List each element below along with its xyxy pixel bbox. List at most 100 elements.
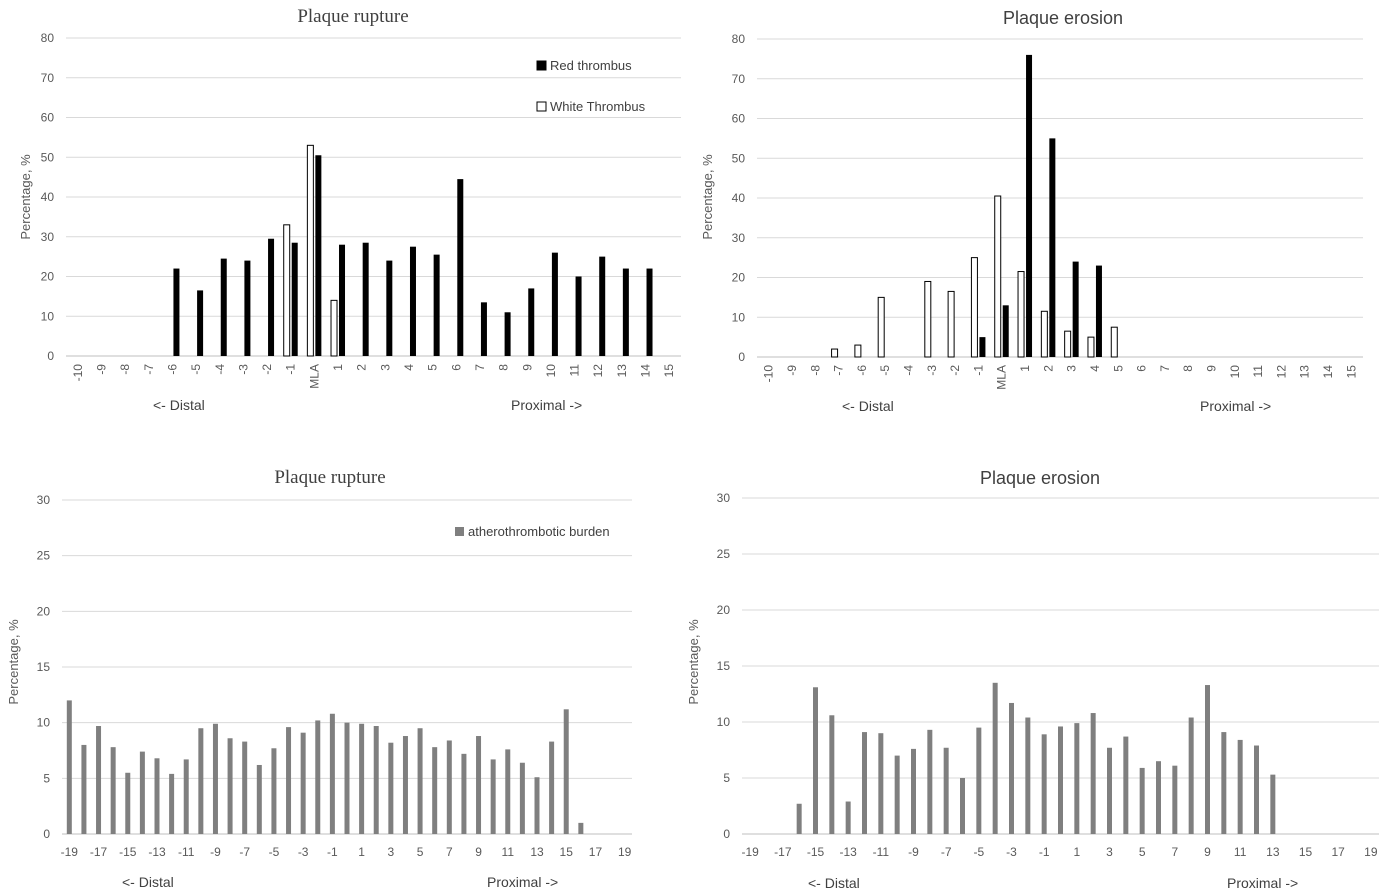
x-tick-label: 2 xyxy=(1041,365,1055,372)
bar xyxy=(563,709,569,834)
y-tick-label: 30 xyxy=(41,230,55,244)
x-tick-label: -9 xyxy=(908,845,919,859)
y-tick-label: 70 xyxy=(732,72,746,86)
bar xyxy=(1095,265,1102,357)
y-tick-label: 20 xyxy=(37,604,51,618)
x-tick-label: -7 xyxy=(832,365,846,376)
x-tick-label: 1 xyxy=(1073,845,1080,859)
bar xyxy=(268,238,275,356)
bar xyxy=(599,256,606,356)
x-tick-label: 4 xyxy=(1088,365,1102,372)
x-tick-label: 11 xyxy=(1234,845,1247,859)
chart-panel-rupture-burden: Plaque rupture Percentage, % <- Distal P… xyxy=(6,467,632,890)
y-tick-label: 60 xyxy=(732,112,746,126)
y-tick-label: 60 xyxy=(41,111,55,125)
x-tick-label: 17 xyxy=(589,845,603,859)
bar xyxy=(490,759,496,834)
bar xyxy=(359,723,365,834)
direction-label-proximal: Proximal -> xyxy=(511,397,582,413)
chart-title: Plaque erosion xyxy=(1003,8,1123,28)
x-tick-label: 8 xyxy=(497,364,511,371)
direction-label-distal: <- Distal xyxy=(153,397,205,413)
bar xyxy=(1107,747,1112,834)
x-tick-label: -1 xyxy=(971,365,985,376)
bar xyxy=(528,288,535,356)
legend-swatch-red-thrombus xyxy=(536,60,547,71)
bar xyxy=(306,144,314,357)
x-tick-label: 1 xyxy=(1018,365,1032,372)
bar xyxy=(271,748,277,834)
y-axis-label: Percentage, % xyxy=(18,154,33,240)
x-tick-label: 10 xyxy=(544,364,558,378)
x-tick-label: 9 xyxy=(1204,845,1211,859)
direction-label-distal: <- Distal xyxy=(122,874,174,890)
bar xyxy=(1156,761,1161,834)
y-tick-label: 50 xyxy=(41,150,55,164)
x-tick-label: -3 xyxy=(925,365,939,376)
x-tick-label: -10 xyxy=(71,364,85,382)
x-tick-label: 2 xyxy=(355,364,369,371)
bar xyxy=(1188,717,1194,834)
chart-panel-erosion-thrombus: Plaque erosion Percentage, % <- Distal P… xyxy=(700,8,1363,414)
y-axis-label: Percentage, % xyxy=(6,619,21,705)
x-tick-label: 13 xyxy=(615,364,629,378)
bar xyxy=(476,736,482,834)
y-tick-label: 10 xyxy=(732,310,746,324)
bar xyxy=(242,741,248,834)
x-tick-label: 11 xyxy=(502,845,515,859)
bar xyxy=(433,254,440,356)
bar xyxy=(432,747,438,834)
bar xyxy=(315,155,322,356)
x-tick-label: 7 xyxy=(473,364,487,371)
bar xyxy=(1087,336,1095,358)
x-tick-label: -3 xyxy=(1006,845,1017,859)
bar xyxy=(1110,326,1118,358)
x-tick-label: 13 xyxy=(1266,845,1280,859)
y-tick-label: 10 xyxy=(717,715,731,729)
x-tick-label: 7 xyxy=(446,845,453,859)
x-tick-label: 15 xyxy=(662,364,676,378)
bar xyxy=(344,722,350,834)
bar xyxy=(622,268,629,356)
bar xyxy=(796,803,802,834)
bar xyxy=(1090,713,1096,834)
y-tick-label: 15 xyxy=(717,659,731,673)
y-tick-label: 0 xyxy=(738,350,745,364)
bar xyxy=(1026,54,1033,358)
y-tick-label: 80 xyxy=(732,32,746,46)
x-tick-label: 14 xyxy=(1321,365,1335,379)
x-tick-label: 6 xyxy=(1135,365,1149,372)
legend: atherothrombotic burden xyxy=(455,524,610,539)
chart-title: Plaque erosion xyxy=(980,468,1100,488)
bar xyxy=(480,302,487,356)
y-axis-label: Percentage, % xyxy=(700,154,715,240)
bar xyxy=(1064,330,1072,358)
bar xyxy=(1040,310,1048,358)
bar xyxy=(125,772,131,834)
bar xyxy=(154,758,160,834)
x-tick-label: -4 xyxy=(213,364,227,375)
bar xyxy=(504,312,511,356)
bar xyxy=(388,742,394,834)
bar xyxy=(927,729,933,834)
x-tick-label: -1 xyxy=(284,364,298,375)
chart-title: Plaque rupture xyxy=(274,467,385,488)
x-tick-label: 14 xyxy=(639,364,653,378)
bar xyxy=(1221,732,1227,834)
bar xyxy=(1058,726,1063,834)
legend-label-white-thrombus: White Thrombus xyxy=(550,99,646,114)
bar xyxy=(402,736,408,834)
bar xyxy=(519,762,525,834)
x-tick-label: -11 xyxy=(873,845,890,859)
x-tick-label: -8 xyxy=(808,365,822,376)
bar xyxy=(1041,734,1047,834)
bar xyxy=(994,195,1002,358)
direction-label-distal: <- Distal xyxy=(842,398,894,414)
x-tick-label: -19 xyxy=(741,845,759,859)
bar xyxy=(446,740,452,834)
bar xyxy=(1123,736,1129,834)
bar xyxy=(947,290,955,358)
y-tick-label: 40 xyxy=(732,191,746,205)
x-tick-label: 8 xyxy=(1181,365,1195,372)
